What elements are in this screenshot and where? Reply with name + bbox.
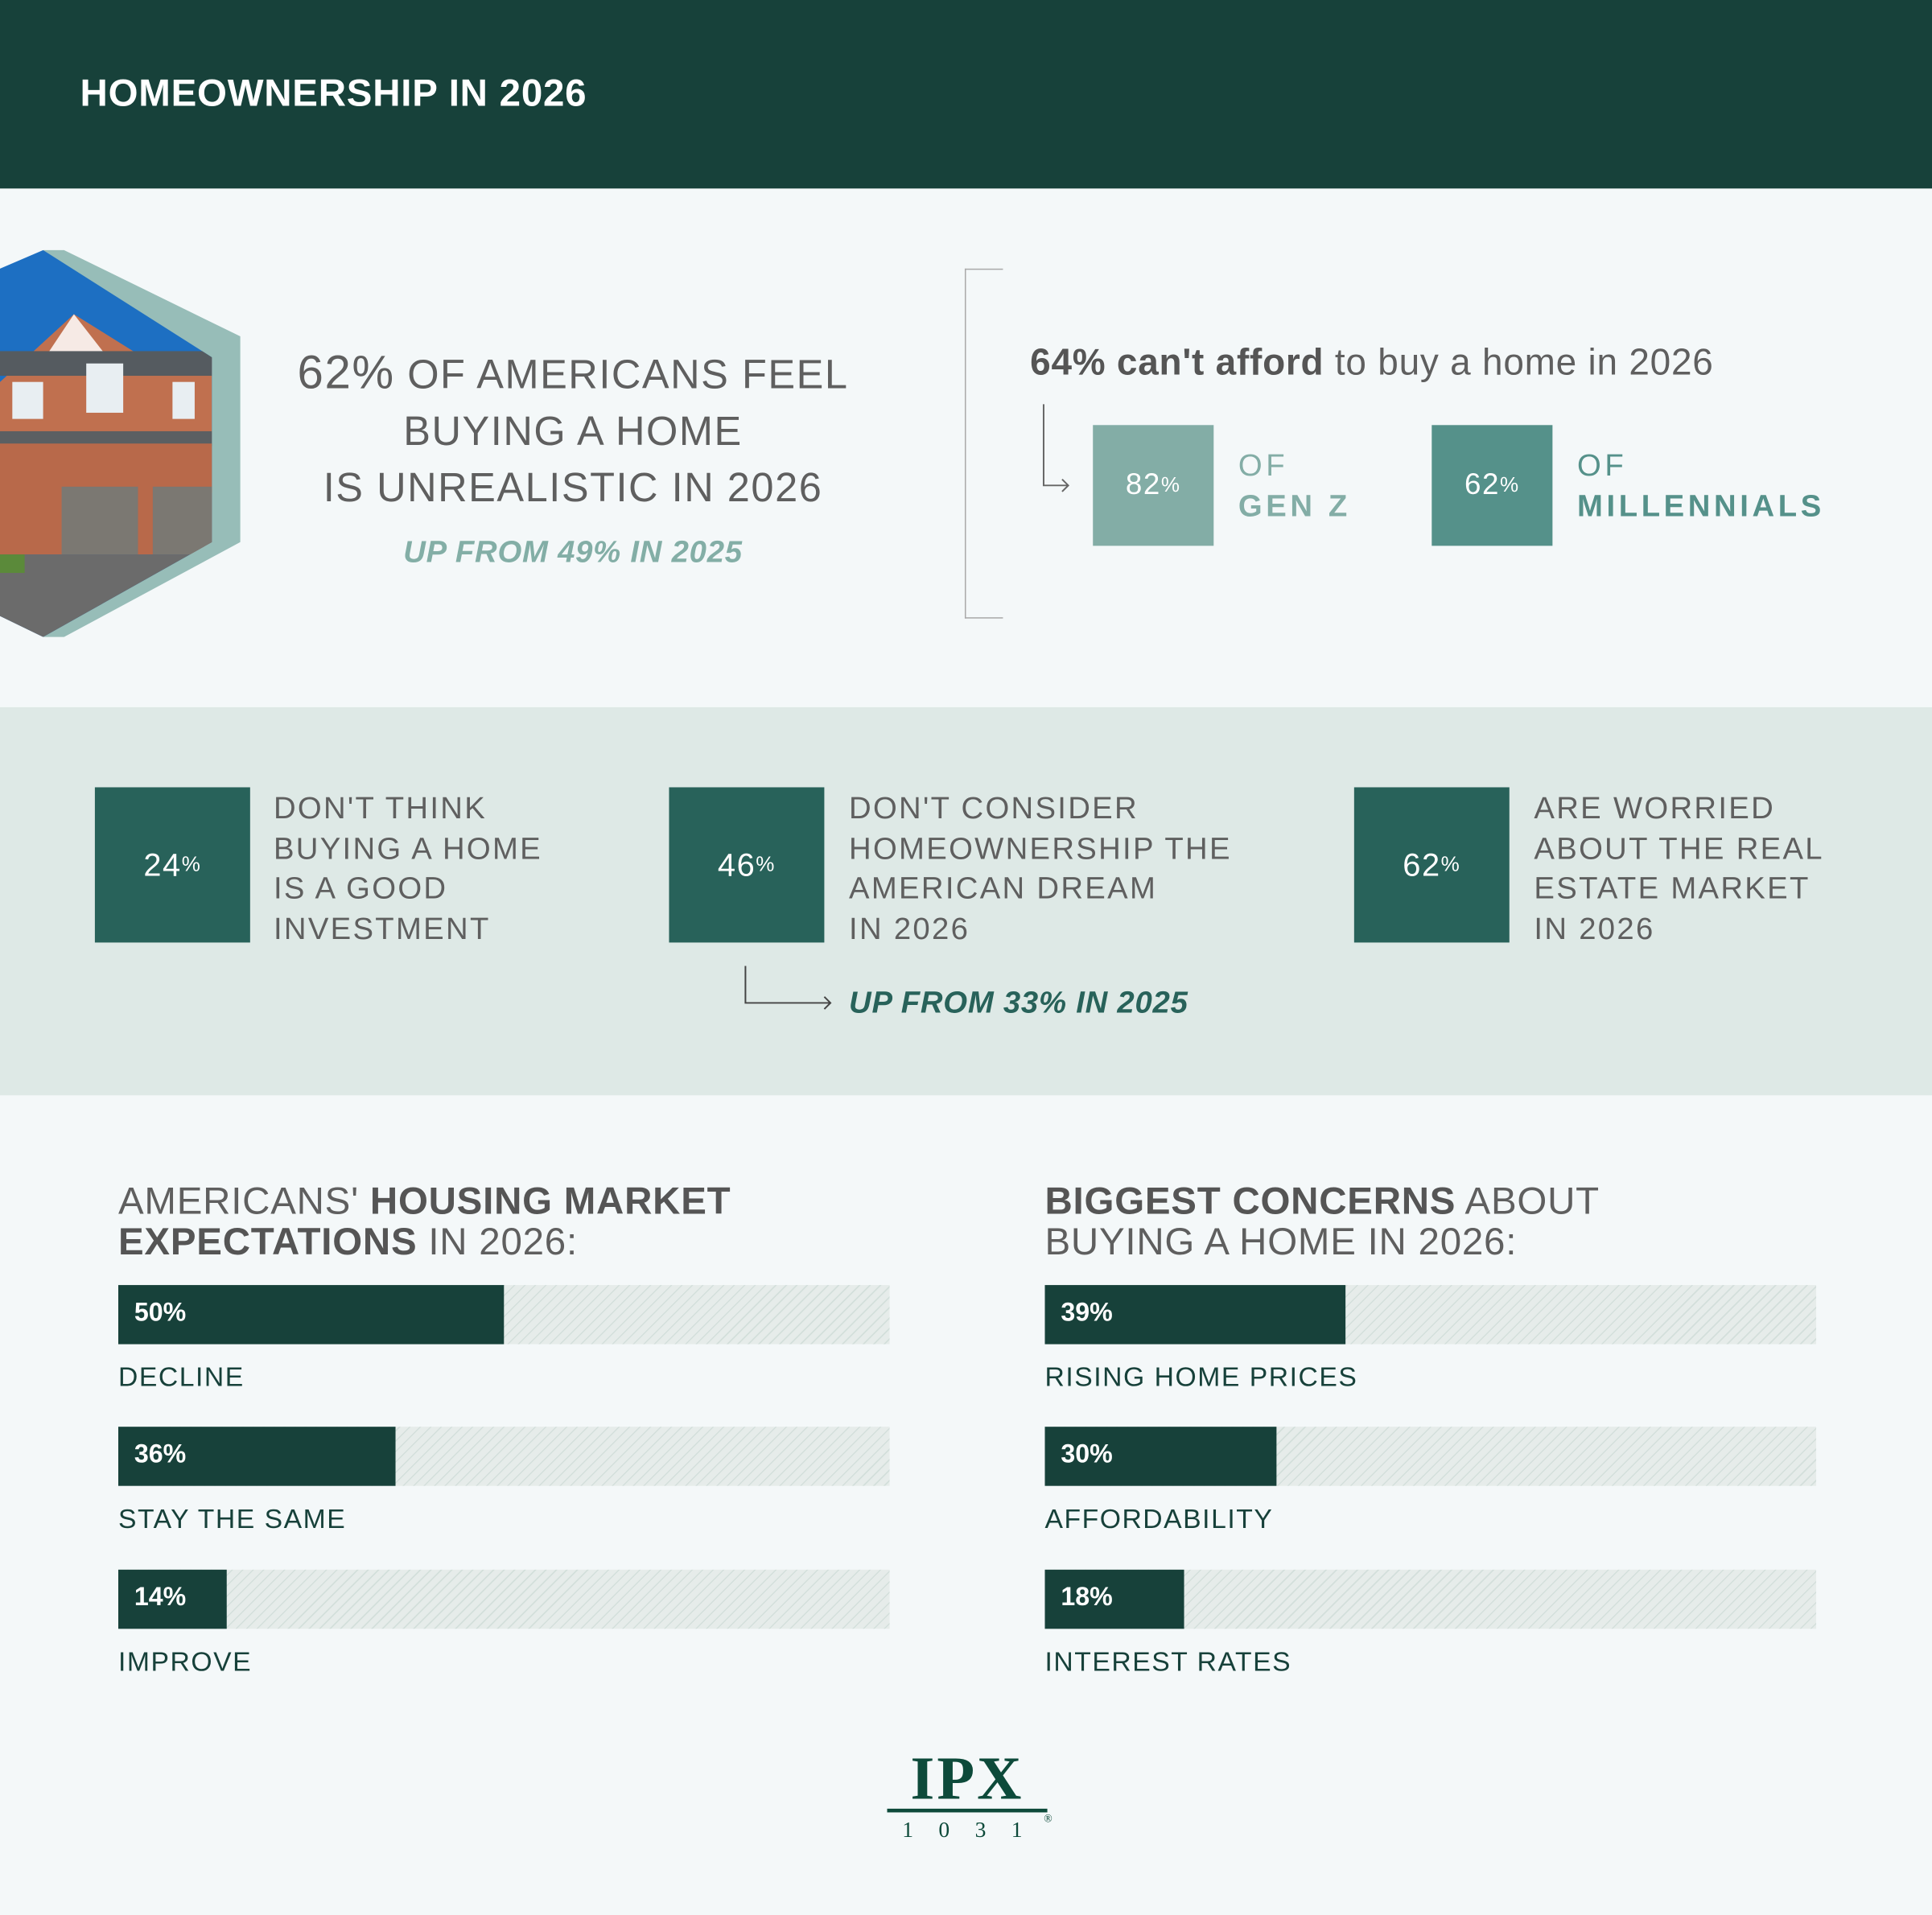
stats-subtext: UP FROM 33% IN 2025 [849,986,1188,1020]
t: HOUSING MARKET [369,1179,731,1222]
hero-line3: IS UNREALISTIC IN 2026 [323,464,823,510]
mill-num: 62 [1464,467,1500,502]
millennials-label: OF MILLENNIALS [1577,446,1825,527]
stat-num: 62 [1403,846,1441,883]
bar-value-label: 14% [134,1583,187,1612]
bar-track: 39% [1044,1285,1817,1345]
stat-pct-sign: % [756,852,776,876]
bar-category-label: STAY THE SAME [118,1503,347,1534]
stat-line: AMERICAN DREAM [849,871,1158,906]
stat-num: 46 [717,846,756,883]
stat-pct-box: 24% [94,787,250,943]
stat-pct-box: 46% [669,787,825,943]
stat-line: INVESTMENT [273,911,491,946]
concerns-title: BIGGEST CONCERNS ABOUT BUYING A HOME IN 2… [1045,1180,1600,1262]
millennials-pct-box: 62% [1431,425,1553,546]
stat-text: ARE WORRIED ABOUT THE REAL ESTATE MARKET IN… [1534,789,1823,949]
house-photo [0,249,241,637]
bar-category-label: INTEREST RATES [1044,1645,1292,1678]
mill-of: OF [1577,448,1628,484]
stat-line: ABOUT THE REAL [1534,830,1824,866]
afford-bold: 64% can't afford [1030,342,1324,384]
bar-fill: 18% [1044,1569,1184,1629]
t: BUYING A HOME IN 2026: [1044,1219,1518,1263]
bar-fill: 14% [118,1569,227,1629]
registered-mark: ® [1044,1812,1053,1825]
logo-text: IPX [910,1743,1024,1813]
bar-fill: 39% [1044,1285,1346,1345]
stat-line: IS A GOOD [273,871,448,906]
bar-fill: 30% [1044,1427,1277,1486]
bar-track: 36% [118,1427,890,1486]
stat-line: HOMEOWNERSHIP THE [849,830,1232,866]
logo-sub-text: 1 0 3 1 [902,1817,1032,1843]
genz-pct-sign: % [1160,473,1181,497]
hero-headline: 62% OF AMERICANS FEEL BUYING A HOME IS U… [271,345,875,517]
genz-num: 82 [1125,467,1161,502]
bar-track: 50% [118,1285,890,1345]
bar-value-label: 36% [134,1440,187,1469]
stat-pct-sign: % [1440,852,1461,876]
genz-of: OF [1238,448,1289,484]
bar-category-label: DECLINE [118,1361,245,1393]
arrow-icon [1042,404,1070,492]
mill-name: MILLENNIALS [1577,488,1825,524]
hero-line1: OF AMERICANS FEEL [394,351,849,397]
stat-line: ARE WORRIED [1534,791,1776,826]
expectations-title: AMERICANS' HOUSING MARKET EXPECTATIONS IN… [118,1180,731,1262]
t: BIGGEST CONCERNS [1044,1179,1456,1222]
genz-pct-box: 82% [1093,425,1214,546]
hero-subtext: UP FROM 49% IN 2025 [403,534,743,570]
hero-line2: BUYING A HOME [403,407,743,454]
stat-line: BUYING A HOME [273,830,543,866]
header-bar: HOMEOWNERSHIP IN 2026 [0,0,1932,189]
ipx-logo: IPX 1 0 3 1 ® [887,1743,1053,1843]
bar-value-label: 18% [1061,1583,1113,1612]
t: EXPECTATIONS [118,1219,418,1263]
t: IN 2026: [417,1219,578,1263]
t: ABOUT [1456,1179,1600,1222]
bar-value-label: 39% [1061,1298,1113,1328]
t: AMERICANS' [118,1179,370,1222]
stats-band [0,706,1932,1096]
afford-rest: to buy a home in 2026 [1324,342,1714,384]
bracket-divider [964,268,1003,619]
bar-value-label: 50% [134,1298,187,1328]
bar-track: 14% [118,1569,890,1629]
page-title: HOMEOWNERSHIP IN 2026 [80,71,587,115]
mill-pct-sign: % [1499,473,1520,497]
bar-fill: 50% [118,1285,505,1345]
bar-fill: 36% [118,1427,397,1486]
stat-line: DON'T THINK [273,791,488,826]
bar-category-label: AFFORDABILITY [1044,1503,1274,1534]
afford-headline: 64% can't afford to buy a home in 2026 [1030,343,1713,385]
bar-track: 18% [1044,1569,1817,1629]
hero-pct: 62% [297,347,395,400]
bar-track: 30% [1044,1427,1817,1486]
stat-line: IN 2026 [1534,911,1655,946]
stat-line: IN 2026 [849,911,970,946]
arrow-icon [744,966,832,1010]
stat-line: DON'T CONSIDER [849,791,1139,826]
genz-label: OF GEN Z [1238,446,1351,527]
stat-num: 24 [143,846,182,883]
bar-value-label: 30% [1061,1440,1113,1469]
stat-text: DON'T THINK BUYING A HOME IS A GOOD INVESTM… [274,789,542,949]
stat-pct-box: 62% [1353,787,1510,943]
bar-category-label: RISING HOME PRICES [1044,1361,1358,1393]
bar-category-label: IMPROVE [118,1645,253,1678]
genz-name: GEN Z [1238,488,1351,524]
stat-line: ESTATE MARKET [1534,871,1810,906]
stat-text: DON'T CONSIDER HOMEOWNERSHIP THE AMERICAN … [849,789,1232,949]
logo-sub: 1 0 3 1 ® [888,1812,1052,1843]
stat-pct-sign: % [181,852,202,876]
